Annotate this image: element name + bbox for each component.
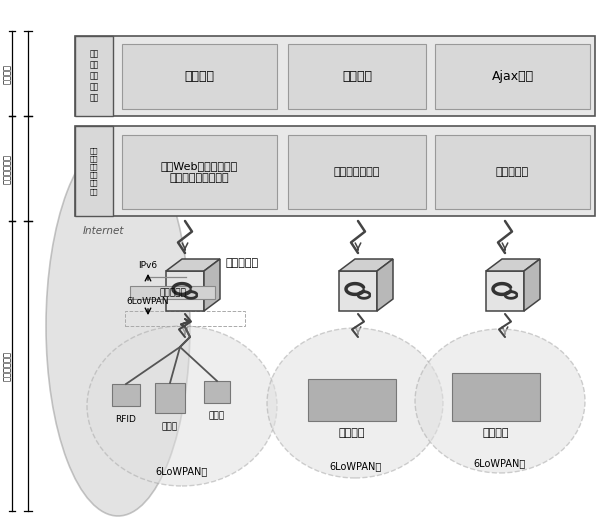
Text: 6LoWPAN: 6LoWPAN	[126, 296, 169, 305]
FancyBboxPatch shape	[166, 271, 204, 311]
Text: Ajax技术: Ajax技术	[491, 70, 534, 83]
FancyBboxPatch shape	[155, 383, 185, 413]
Text: 用服
务生
聚成
合平
应台: 用服 务生 聚成 合平 应台	[90, 49, 99, 103]
Text: RFID: RFID	[116, 415, 137, 424]
Polygon shape	[486, 259, 540, 271]
Text: 传感网络: 传感网络	[339, 428, 365, 438]
Text: 基于Web的泛在资源鉴
权和接入控制中间件: 基于Web的泛在资源鉴 权和接入控制中间件	[161, 161, 238, 183]
Text: 服务聚合: 服务聚合	[2, 64, 11, 84]
FancyBboxPatch shape	[308, 379, 396, 421]
Text: 泛在网网关: 泛在网网关	[225, 258, 258, 268]
Ellipse shape	[46, 136, 190, 516]
FancyBboxPatch shape	[122, 135, 277, 209]
Text: 聚合站点: 聚合站点	[185, 70, 215, 83]
FancyBboxPatch shape	[486, 271, 524, 311]
Text: 6LoWPAN域: 6LoWPAN域	[156, 466, 208, 476]
FancyBboxPatch shape	[452, 373, 540, 421]
Polygon shape	[377, 259, 393, 311]
FancyBboxPatch shape	[339, 271, 377, 311]
Text: 业务能力聚合: 业务能力聚合	[2, 154, 11, 184]
Text: 智慧校园: 智慧校园	[483, 428, 509, 438]
Ellipse shape	[415, 329, 585, 473]
FancyBboxPatch shape	[75, 36, 595, 116]
FancyBboxPatch shape	[112, 384, 140, 406]
Ellipse shape	[267, 328, 443, 478]
FancyBboxPatch shape	[122, 44, 277, 109]
Polygon shape	[204, 259, 220, 311]
FancyBboxPatch shape	[75, 126, 113, 216]
Text: 传感器: 传感器	[209, 412, 225, 420]
Text: 泛在资源聚合: 泛在资源聚合	[2, 351, 11, 381]
FancyBboxPatch shape	[288, 44, 426, 109]
Text: 6LoWPAN域: 6LoWPAN域	[329, 461, 381, 471]
Polygon shape	[339, 259, 393, 271]
FancyBboxPatch shape	[288, 135, 426, 209]
FancyBboxPatch shape	[435, 135, 590, 209]
FancyBboxPatch shape	[75, 36, 113, 116]
Text: 用户界面: 用户界面	[342, 70, 372, 83]
FancyBboxPatch shape	[75, 126, 595, 216]
Text: IPv6: IPv6	[139, 260, 157, 269]
Text: 业务能力服务器: 业务能力服务器	[334, 167, 380, 177]
Polygon shape	[166, 259, 220, 271]
Text: 网关中间件: 网关中间件	[159, 288, 186, 297]
Polygon shape	[524, 259, 540, 311]
FancyBboxPatch shape	[435, 44, 590, 109]
Text: Internet: Internet	[82, 226, 124, 236]
FancyBboxPatch shape	[204, 381, 230, 403]
FancyBboxPatch shape	[130, 286, 215, 299]
Text: 6LoWPAN域: 6LoWPAN域	[474, 458, 526, 468]
Text: 合业
管务
理能
平力
台资
综源: 合业 管务 理能 平力 台资 综源	[90, 147, 98, 194]
Text: 摄像头: 摄像头	[162, 423, 178, 431]
Text: 应用服务器: 应用服务器	[496, 167, 529, 177]
Ellipse shape	[87, 326, 277, 486]
